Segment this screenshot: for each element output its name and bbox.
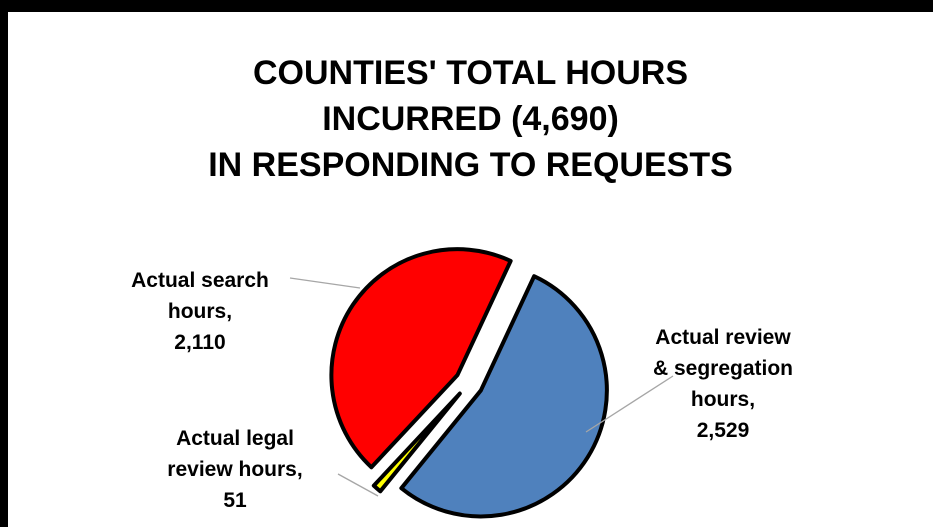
chart-frame: COUNTIES' TOTAL HOURS INCURRED (4,690) I… <box>8 12 933 527</box>
chart-title: COUNTIES' TOTAL HOURS INCURRED (4,690) I… <box>8 50 933 188</box>
chart-title-line: IN RESPONDING TO REQUESTS <box>208 146 733 184</box>
slice-label-line: 2,529 <box>697 419 750 442</box>
slice-label-search: Actual search hours, 2,110 <box>131 269 269 354</box>
slice-label-line: Actual legal <box>176 427 294 450</box>
slice-label-line: Actual search <box>131 269 269 292</box>
leader-line <box>585 375 674 433</box>
pie-slice-review <box>399 274 609 519</box>
slice-label-line: hours, <box>168 300 232 323</box>
pie-chart: Actual review & segregation hours, 2,529Act… <box>131 247 793 519</box>
slice-label-line: 2,110 <box>174 331 225 354</box>
slice-label-review: Actual review & segregation hours, 2,529 <box>653 326 793 442</box>
pie-slice-search <box>329 247 513 470</box>
leader-line <box>337 473 379 497</box>
slice-label-legal: Actual legal review hours, 51 <box>167 427 302 512</box>
slice-label-line: hours, <box>691 388 755 411</box>
slice-label-line: & segregation <box>653 357 793 380</box>
slice-label-line: Actual review <box>655 326 791 349</box>
slice-label-line: 51 <box>223 489 247 512</box>
pie-slice-legal <box>371 391 462 494</box>
chart-title-line: INCURRED (4,690) <box>322 100 619 138</box>
slice-label-line: review hours, <box>167 458 302 481</box>
leader-line <box>289 277 361 289</box>
chart-title-line: COUNTIES' TOTAL HOURS <box>253 54 688 92</box>
